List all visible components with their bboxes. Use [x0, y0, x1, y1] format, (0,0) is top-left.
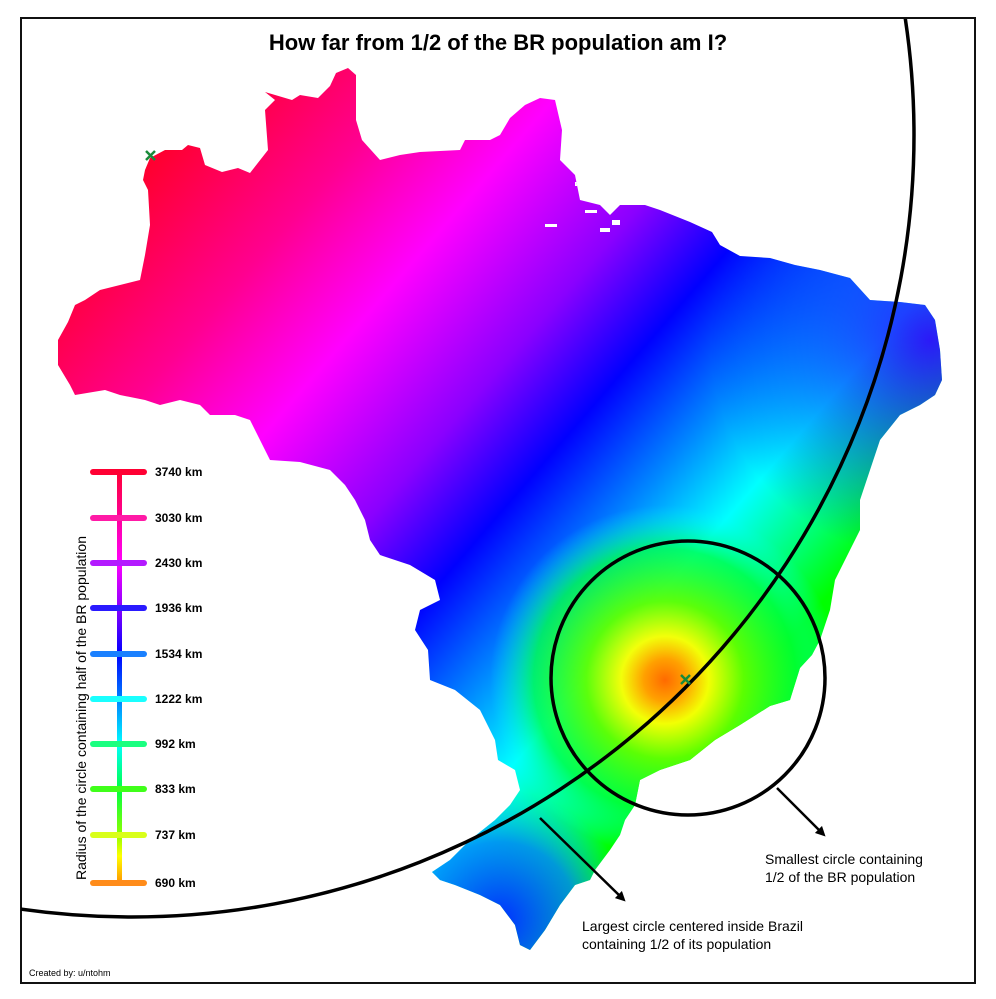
smallest-circle: [549, 539, 827, 817]
closest-point-marker-icon: [680, 674, 691, 685]
credit-text: Created by: u/ntohm: [29, 968, 111, 978]
colorbar-tick-label: 690 km: [155, 876, 196, 890]
colorbar-axis-label: Radius of the circle containing half of …: [73, 536, 89, 880]
largest-circle: [21, 19, 916, 919]
colorbar-tick-label: 833 km: [155, 782, 196, 796]
colorbar-tick-label: 737 km: [155, 828, 196, 842]
colorbar-stem: [117, 472, 122, 885]
colorbar-tick-label: 2430 km: [155, 556, 203, 570]
colorbar-tick-label: 3740 km: [155, 465, 203, 479]
largest-circle-annotation: Largest circle centered inside Brazil co…: [582, 917, 803, 953]
colorbar-tick-label: 1222 km: [155, 692, 203, 706]
colorbar-tick-label: 1936 km: [155, 601, 203, 615]
colorbar-tick-label: 1534 km: [155, 647, 203, 661]
smallest-circle-annotation-line1: Smallest circle containing: [765, 851, 923, 867]
chart-title: How far from 1/2 of the BR population am…: [268, 30, 728, 55]
colorbar-ticks: [90, 469, 147, 886]
colorbar-tick-label: 3030 km: [155, 511, 203, 525]
smallest-circle-annotation-line2: 1/2 of the BR population: [765, 869, 916, 885]
farthest-point-marker-icon: [145, 150, 156, 161]
smallest-circle-arrow: [776, 787, 826, 837]
largest-circle-arrow: [539, 817, 626, 902]
largest-circle-annotation-line2: containing 1/2 of its population: [582, 936, 772, 952]
colorbar-tick-label: 992 km: [155, 737, 196, 751]
smallest-circle-annotation: Smallest circle containing 1/2 of the BR…: [765, 850, 923, 886]
largest-circle-annotation-line1: Largest circle centered inside Brazil: [582, 918, 803, 934]
